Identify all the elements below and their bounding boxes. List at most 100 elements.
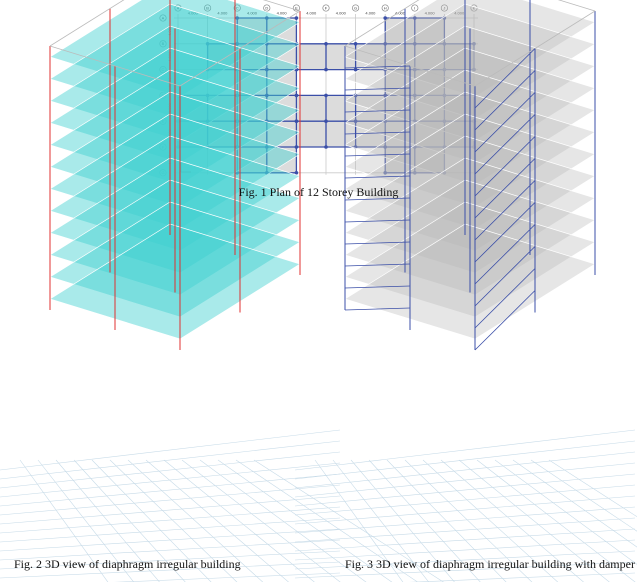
bay-width-label: 4.000 (247, 11, 258, 16)
slab-bay (355, 95, 386, 122)
ground-grid-line (0, 561, 341, 579)
damper-brace (344, 153, 411, 157)
column-node (294, 93, 299, 98)
damper-brace (344, 285, 411, 289)
column-node (265, 171, 269, 175)
bay-width-label: 4.000 (306, 11, 317, 16)
damper-brace (344, 263, 411, 267)
bay-width-label: 4.000 (336, 11, 347, 16)
ground-grid-line (0, 473, 341, 507)
column-node (442, 67, 447, 72)
damper-brace (344, 65, 411, 69)
slab-bay (296, 121, 326, 147)
grid-label-column: K (473, 5, 476, 10)
ground-grid-line (0, 495, 341, 525)
ground-grid-line (294, 561, 636, 579)
grid-label-column: E (295, 5, 298, 10)
ground-grid-line (294, 506, 636, 534)
column-node (294, 145, 299, 149)
ground-grid-line (127, 459, 264, 582)
ground-grid-line (332, 459, 430, 582)
column-node (353, 119, 358, 123)
damper-brace (474, 290, 536, 351)
grid-bubble-row (159, 143, 167, 151)
ground-grid-line (91, 459, 212, 582)
roof-edge-beam (557, 0, 596, 12)
column-node (265, 67, 269, 72)
roof-edge-beam (344, 0, 420, 47)
grid-bubble-column (263, 4, 271, 12)
grid-label-column: D (265, 5, 268, 10)
slab-bay (444, 121, 474, 147)
ground-grid-line (0, 462, 341, 498)
column-node (413, 67, 417, 72)
column-node (324, 42, 328, 46)
column-node (205, 67, 210, 72)
column-node (235, 16, 239, 20)
ground-grid-line (294, 484, 636, 516)
damper-brace (474, 268, 536, 329)
column-node (442, 42, 447, 46)
damper-brace (344, 109, 411, 113)
roof-edge-beam (49, 45, 181, 87)
ground-grid-line (294, 528, 636, 552)
damper-brace (344, 87, 411, 91)
slab-bay (414, 147, 445, 173)
column-node (383, 93, 388, 98)
figure-1-caption: Fig. 1 Plan of 12 Storey Building (238, 185, 399, 199)
damper-brace (474, 202, 536, 263)
ground-grid-line (199, 459, 367, 582)
column-node (442, 119, 447, 123)
ground-grid-line (0, 517, 341, 543)
ground-grid-line (368, 459, 481, 582)
column-node (205, 119, 210, 123)
column-node (294, 16, 299, 20)
column-node (294, 119, 299, 123)
column-node (324, 119, 328, 123)
column-node (413, 171, 417, 175)
column-node (442, 171, 447, 175)
ground-grid-line (294, 429, 636, 471)
grid-label-row: D (162, 93, 165, 98)
slab-bay (414, 69, 445, 96)
bay-width-label: 4.000 (454, 11, 465, 16)
column-node (205, 42, 210, 46)
figure-2-caption: Fig. 2 3D view of diaphragm irregular bu… (14, 557, 241, 571)
column-node (235, 119, 239, 123)
ground-grid-line (404, 459, 533, 582)
column-node (472, 42, 476, 46)
ground-grid-line (350, 459, 455, 582)
grid-bubble-column (352, 4, 360, 12)
grid-label-column: J (443, 5, 445, 10)
slab-bay (414, 18, 445, 44)
bay-width-label: 4.000 (425, 11, 436, 16)
ground-grid-line (0, 506, 341, 534)
damper-brace (474, 180, 536, 241)
ground-grid-line (181, 459, 341, 582)
column-node (176, 145, 180, 149)
ground-grid-line (0, 429, 341, 471)
damper-brace (344, 219, 411, 223)
ground-grid-line (217, 459, 393, 582)
column-node (353, 67, 358, 72)
slab-bay (296, 43, 326, 70)
column-node (265, 145, 269, 149)
slab-bay (237, 18, 267, 44)
slab-bay (296, 95, 326, 122)
column-node (294, 171, 299, 175)
column-node (235, 93, 239, 98)
ground-grid-line (294, 473, 636, 507)
damper-brace (474, 70, 536, 131)
damper-brace (344, 307, 411, 311)
grid-bubble-row (159, 14, 167, 22)
column-node (413, 42, 417, 46)
column-node (324, 67, 328, 72)
bay-width-label: 4.000 (365, 11, 376, 16)
column-node (324, 145, 328, 149)
column-node (176, 119, 180, 123)
damper-brace (474, 48, 536, 109)
damper-brace (474, 224, 536, 285)
grid-bubble-row (159, 169, 167, 177)
column-node (235, 42, 239, 46)
ground-grid-line (294, 440, 636, 480)
